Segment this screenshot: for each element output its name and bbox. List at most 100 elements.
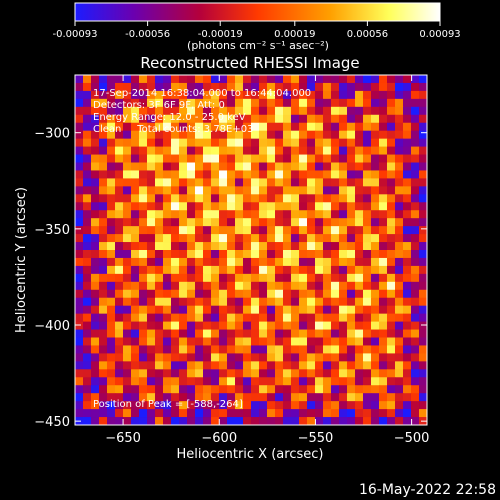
heatmap-cell bbox=[219, 377, 228, 386]
heatmap-cell bbox=[83, 186, 92, 195]
heatmap-cell bbox=[387, 146, 396, 155]
heatmap-cell bbox=[363, 321, 372, 330]
heatmap-cell bbox=[83, 82, 92, 92]
heatmap-cell bbox=[291, 130, 300, 140]
heatmap-cell bbox=[275, 242, 284, 251]
heatmap-cell bbox=[299, 401, 308, 410]
heatmap-cell bbox=[211, 401, 220, 410]
heatmap-cell bbox=[299, 186, 308, 195]
heatmap-cell bbox=[411, 90, 420, 100]
heatmap-cell bbox=[211, 186, 220, 195]
heatmap-cell bbox=[267, 138, 276, 147]
heatmap-cell bbox=[371, 361, 380, 370]
heatmap-cell bbox=[283, 106, 292, 116]
heatmap-cell bbox=[363, 162, 372, 171]
heatmap-cell bbox=[195, 170, 204, 179]
heatmap-cell bbox=[123, 273, 132, 283]
plot-frame bbox=[74, 74, 428, 426]
heatmap-cell bbox=[227, 337, 236, 346]
heatmap-cell bbox=[363, 146, 372, 155]
heatmap-cell bbox=[387, 130, 396, 140]
heatmap-cell bbox=[139, 218, 148, 227]
heatmap-cell bbox=[339, 337, 348, 346]
heatmap-cell bbox=[315, 130, 324, 140]
heatmap-cell bbox=[371, 75, 380, 84]
heatmap-cell bbox=[227, 305, 236, 315]
heatmap-cell bbox=[339, 281, 348, 291]
heatmap-cell bbox=[275, 273, 284, 283]
heatmap-cell bbox=[155, 90, 164, 100]
heatmap-cell bbox=[259, 297, 268, 307]
heatmap-cell bbox=[363, 265, 372, 275]
heatmap-cell bbox=[203, 98, 212, 108]
heatmap-cell bbox=[371, 385, 380, 394]
annotation-peak-position: Position of Peak = [-588,-264] bbox=[93, 399, 243, 410]
heatmap-cell bbox=[307, 186, 316, 195]
y-tick-label: −350 bbox=[34, 223, 70, 238]
heatmap-cell bbox=[403, 186, 412, 195]
heatmap-cell bbox=[155, 106, 164, 116]
heatmap-cell bbox=[187, 377, 196, 386]
heatmap-cell bbox=[179, 138, 188, 147]
heatmap-cell bbox=[179, 337, 188, 346]
heatmap-cell bbox=[91, 329, 100, 338]
heatmap-cell bbox=[123, 162, 132, 171]
heatmap-cell bbox=[379, 226, 388, 235]
heatmap-cell bbox=[75, 281, 84, 291]
heatmap-cell bbox=[235, 130, 244, 140]
heatmap-cell bbox=[275, 409, 284, 418]
heatmap-cell bbox=[411, 361, 420, 370]
heatmap-cell bbox=[187, 194, 196, 203]
heatmap-cell bbox=[243, 170, 252, 179]
heatmap-cell bbox=[83, 90, 92, 100]
heatmap-cell bbox=[403, 417, 412, 426]
heatmap-cell bbox=[323, 345, 332, 354]
heatmap-cell bbox=[203, 401, 212, 410]
heatmap-cell bbox=[339, 194, 348, 203]
heatmap-cell bbox=[251, 162, 260, 171]
heatmap-cell bbox=[203, 361, 212, 370]
heatmap-cell bbox=[123, 114, 132, 124]
heatmap-cell bbox=[347, 409, 356, 418]
heatmap-cell bbox=[99, 377, 108, 386]
heatmap-cell bbox=[299, 305, 308, 315]
heatmap-cell bbox=[195, 385, 204, 394]
heatmap-cell bbox=[299, 242, 308, 251]
heatmap-cell bbox=[107, 186, 116, 195]
heatmap-cell bbox=[115, 218, 124, 227]
heatmap-cell bbox=[243, 289, 252, 299]
heatmap-cell bbox=[91, 321, 100, 330]
heatmap-cell bbox=[147, 162, 156, 171]
heatmap-cell bbox=[211, 377, 220, 386]
heatmap-cell bbox=[307, 234, 316, 243]
heatmap-cell bbox=[251, 170, 260, 179]
heatmap-cell bbox=[179, 242, 188, 251]
heatmap-cell bbox=[75, 361, 84, 370]
heatmap-cell bbox=[355, 329, 364, 338]
heatmap-cell bbox=[347, 170, 356, 179]
heatmap-cell bbox=[83, 178, 92, 187]
heatmap-cell bbox=[203, 130, 212, 140]
heatmap-cell bbox=[139, 329, 148, 338]
heatmap-cell bbox=[387, 385, 396, 394]
heatmap-cell bbox=[107, 377, 116, 386]
heatmap-cell bbox=[315, 178, 324, 187]
heatmap-cell bbox=[107, 202, 116, 211]
heatmap-cell bbox=[131, 393, 140, 402]
heatmap-cell bbox=[387, 417, 396, 426]
heatmap-cell bbox=[203, 313, 212, 322]
heatmap-cell bbox=[331, 90, 340, 100]
heatmap-cell bbox=[403, 98, 412, 108]
heatmap-cell bbox=[315, 313, 324, 322]
heatmap-cell bbox=[363, 202, 372, 211]
heatmap-cell bbox=[123, 297, 132, 307]
heatmap-cell bbox=[187, 313, 196, 322]
heatmap-cell bbox=[379, 250, 388, 259]
heatmap-cell bbox=[251, 130, 260, 140]
heatmap-cell bbox=[99, 257, 108, 267]
heatmap-cell bbox=[123, 106, 132, 116]
heatmap-cell bbox=[187, 297, 196, 307]
heatmap-cell bbox=[251, 337, 260, 346]
heatmap-cell bbox=[339, 353, 348, 362]
heatmap-cell bbox=[203, 162, 212, 171]
